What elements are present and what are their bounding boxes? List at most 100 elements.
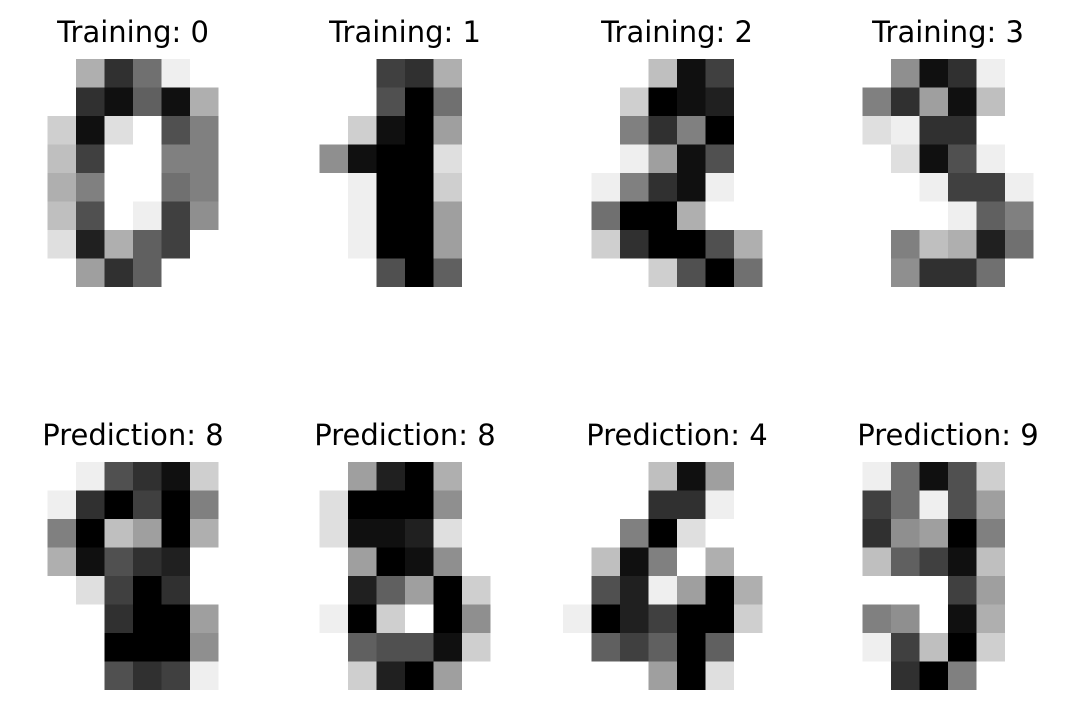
pixel-cell-r0-c2	[620, 462, 650, 492]
pixel-cell-r4-c3	[648, 173, 678, 203]
pixel-cell-r2-c1	[862, 519, 892, 549]
pixel-cell-r6-c4	[133, 633, 163, 663]
pixel-cell-r2-c7	[218, 519, 247, 549]
pixel-cell-r3-c2	[620, 547, 650, 577]
pixel-cell-r3-c2	[620, 144, 650, 174]
pixel-cell-r1-c7	[762, 87, 791, 117]
pixel-cell-r2-c1	[47, 116, 77, 146]
pixel-cell-r4-c3	[919, 576, 949, 606]
pixel-cell-r1-c4	[948, 87, 978, 117]
pixel-cell-r5-c6	[190, 604, 220, 634]
pixel-cell-r3-c1	[47, 144, 77, 174]
pixel-cell-r7-c0	[563, 258, 593, 287]
pixel-cell-r1-c2	[76, 87, 106, 117]
pixel-cell-r4-c4	[133, 173, 163, 203]
pixel-cell-r6-c4	[133, 230, 163, 260]
pixel-cell-r5-c6	[462, 604, 492, 634]
pixel-cell-r1-c2	[620, 87, 650, 117]
pixel-cell-r7-c0	[834, 258, 864, 287]
pixel-cell-r0-c6	[734, 462, 764, 492]
pixel-cell-r4-c1	[862, 173, 892, 203]
pixel-cell-r6-c3	[376, 230, 406, 260]
pixel-cell-r4-c6	[462, 576, 492, 606]
pixel-cell-r4-c0	[19, 173, 49, 203]
pixel-cell-r5-c5	[705, 201, 735, 231]
pixel-cell-r5-c3	[104, 201, 134, 231]
pixel-cell-r5-c0	[563, 201, 593, 231]
pixel-cell-r4-c3	[919, 173, 949, 203]
pixel-cell-r2-c4	[948, 519, 978, 549]
pixel-cell-r4-c5	[705, 173, 735, 203]
pixel-cell-r3-c4	[677, 547, 707, 577]
pixel-cell-r6-c4	[405, 633, 435, 663]
pixel-cell-r2-c3	[919, 116, 949, 146]
pixel-cell-r6-c6	[462, 633, 492, 663]
pixel-cell-r5-c3	[919, 604, 949, 634]
pixel-cell-r2-c5	[976, 519, 1006, 549]
pixel-cell-r5-c2	[891, 604, 921, 634]
pixel-cell-r6-c7	[1033, 230, 1062, 260]
pixel-cell-r5-c1	[591, 201, 621, 231]
pixel-cell-r7-c6	[462, 258, 492, 287]
pixel-cell-r4-c5	[976, 173, 1006, 203]
pixel-cell-r4-c7	[762, 576, 791, 606]
pixel-cell-r2-c1	[591, 519, 621, 549]
pixel-cell-r7-c2	[891, 661, 921, 690]
pixel-cell-r5-c4	[405, 604, 435, 634]
pixel-cell-r5-c1	[862, 201, 892, 231]
pixel-cell-r7-c4	[948, 661, 978, 690]
pixel-cell-r4-c2	[348, 576, 378, 606]
pixel-cell-r6-c7	[218, 230, 247, 260]
pixel-cell-r6-c2	[620, 633, 650, 663]
pixel-cell-r1-c3	[104, 490, 134, 520]
pixel-cell-r5-c3	[919, 201, 949, 231]
pixel-cell-r6-c2	[891, 230, 921, 260]
pixel-cell-r0-c4	[948, 59, 978, 89]
pixel-cell-r4-c1	[319, 576, 349, 606]
pixel-cell-r0-c0	[291, 462, 321, 492]
pixel-cell-r6-c5	[976, 633, 1006, 663]
pixel-cell-r6-c4	[948, 230, 978, 260]
pixel-cell-r3-c1	[319, 144, 349, 174]
pixel-cell-r4-c3	[104, 173, 134, 203]
pixel-cell-r6-c1	[591, 633, 621, 663]
pixel-cell-r6-c0	[291, 633, 321, 663]
pixel-cell-r2-c4	[405, 519, 435, 549]
pixel-cell-r4-c4	[948, 576, 978, 606]
pixel-cell-r0-c4	[405, 59, 435, 89]
pixel-cell-r1-c0	[291, 490, 321, 520]
pixel-cell-r2-c3	[104, 519, 134, 549]
pixel-cell-r3-c2	[76, 144, 106, 174]
pixel-cell-r7-c4	[405, 661, 435, 690]
pixel-cell-r7-c6	[734, 661, 764, 690]
pixel-cell-r0-c0	[834, 59, 864, 89]
pixel-cell-r5-c7	[1033, 604, 1062, 634]
pixel-cell-r4-c0	[291, 576, 321, 606]
pixel-cell-r5-c2	[348, 201, 378, 231]
pixel-cell-r2-c2	[620, 116, 650, 146]
pixel-cell-r5-c0	[291, 201, 321, 231]
pixel-cell-r3-c4	[405, 547, 435, 577]
pixel-cell-r0-c0	[563, 59, 593, 89]
pixel-cell-r4-c4	[948, 173, 978, 203]
pixel-cell-r4-c2	[76, 576, 106, 606]
pixel-cell-r6-c2	[76, 230, 106, 260]
pixel-cell-r3-c5	[976, 547, 1006, 577]
pixel-cell-r2-c1	[319, 519, 349, 549]
pixel-cell-r1-c5	[161, 87, 191, 117]
pixel-cell-r1-c4	[133, 87, 163, 117]
pixel-cell-r3-c3	[919, 547, 949, 577]
pixel-cell-r4-c6	[462, 173, 492, 203]
panel-title: Training: 1	[329, 15, 481, 49]
pixel-cell-r0-c7	[490, 59, 519, 89]
pixel-cell-r3-c0	[834, 144, 864, 174]
pixel-cell-r0-c2	[76, 59, 106, 89]
pixel-cell-r2-c6	[734, 519, 764, 549]
pixel-cell-r7-c1	[862, 661, 892, 690]
pixel-cell-r1-c6	[1005, 490, 1035, 520]
pixel-cell-r2-c5	[976, 116, 1006, 146]
pixel-cell-r4-c4	[133, 576, 163, 606]
pixel-cell-r3-c3	[104, 144, 134, 174]
pixel-cell-r7-c2	[76, 258, 106, 287]
pixel-cell-r3-c1	[862, 547, 892, 577]
